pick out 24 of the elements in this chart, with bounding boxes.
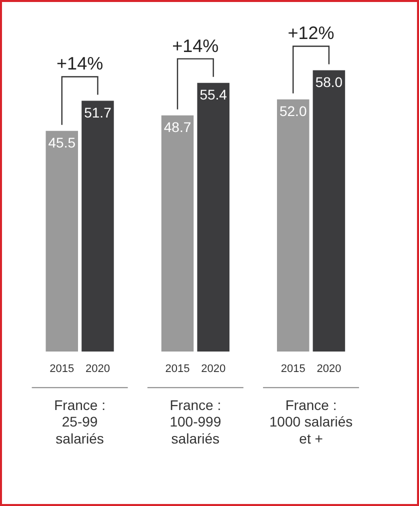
series-label: 2020 [85,363,110,376]
series-label: 2015 [50,363,74,376]
data-label: 55.4 [200,86,228,103]
bar [82,100,114,352]
text: 2015 [280,363,306,376]
bar [276,99,310,352]
data-label: 51.7 [84,104,112,121]
data-label: 48.7 [164,119,192,136]
data-label: 45.5 [48,134,76,151]
x-tick-label: France : 25-99 salariés [54,396,106,446]
bar [312,70,346,352]
data-label: 58.0 [315,74,343,90]
text: 2020 [201,363,226,376]
text: +12% [288,23,334,44]
text: +14% [172,36,219,56]
x-tick-label: France : 1000 salariés et + [269,396,353,446]
annotation: +14% [56,54,104,74]
text: 2020 [316,363,342,376]
bar [161,115,194,352]
text: 2015 [165,363,190,376]
bar [197,82,230,352]
x-tick-label: France : 100-999 salariés [170,396,222,446]
bar [46,130,78,352]
data-label: 52.0 [279,103,307,120]
